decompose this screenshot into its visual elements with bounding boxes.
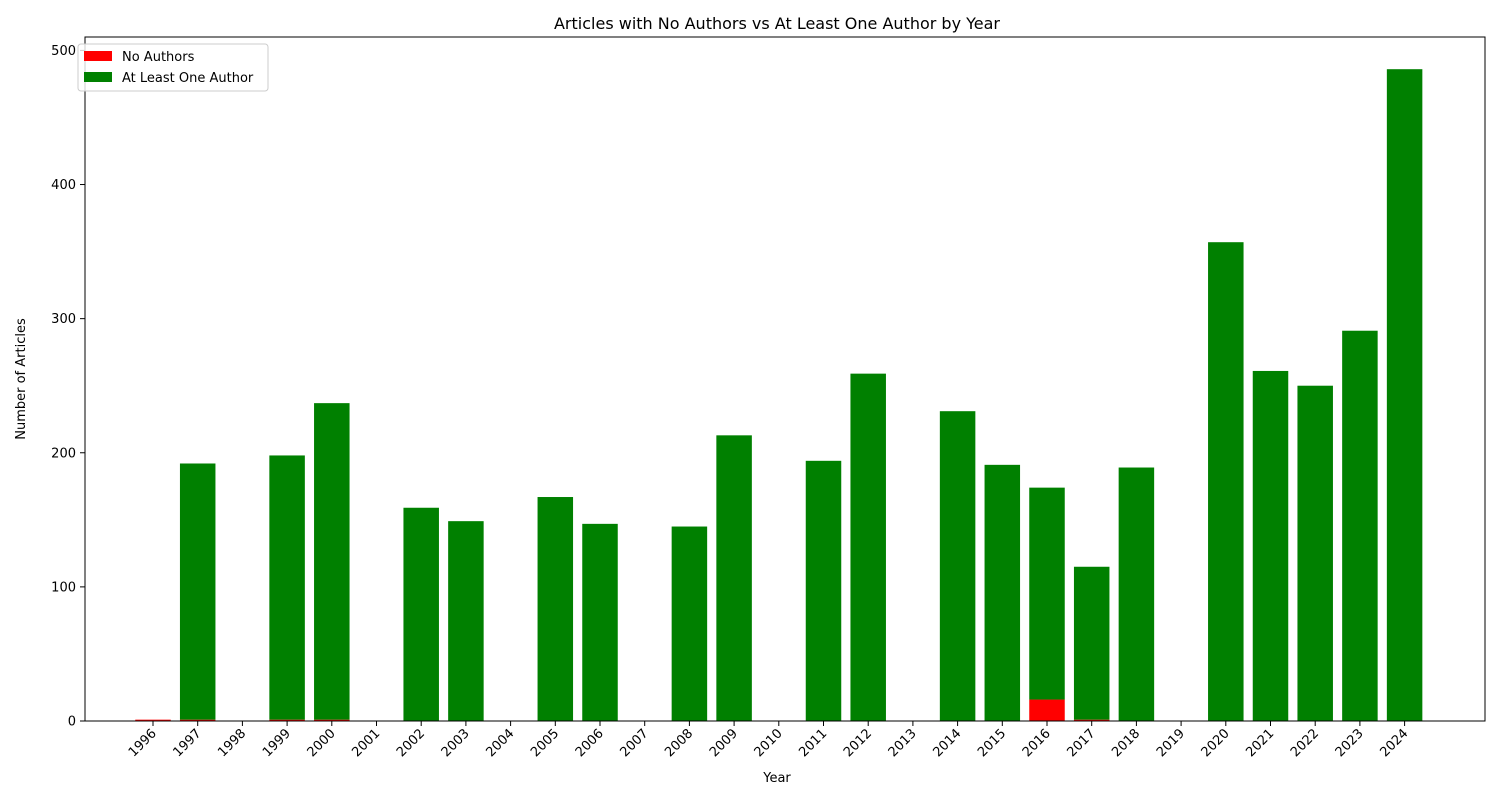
y-tick-label-500: 500 [51,44,76,59]
bar-at-least-one-author-2002 [403,507,439,721]
x-tick-label-1996: 1996 [126,726,160,760]
x-tick-label-2021: 2021 [1243,726,1277,760]
x-tick-label-2003: 2003 [439,726,473,760]
bar-at-least-one-author-1999 [269,455,305,720]
x-tick-label-1998: 1998 [215,726,249,760]
y-tick-label-200: 200 [51,446,76,461]
x-tick-label-1999: 1999 [260,726,294,760]
x-tick-label-2016: 2016 [1020,726,1054,760]
bar-at-least-one-author-2018 [1118,467,1155,721]
bar-at-least-one-author-2005 [537,497,574,721]
x-tick-label-2018: 2018 [1109,726,1143,760]
x-tick-label-2006: 2006 [573,726,607,760]
y-tick-label-0: 0 [68,715,76,730]
legend: No Authors At Least One Author [77,43,269,92]
x-tick-label-2019: 2019 [1154,726,1188,760]
bar-at-least-one-author-2012 [850,373,886,721]
bar-no-authors-1997 [179,719,216,721]
bar-at-least-one-author-2009 [716,435,752,721]
bar-no-authors-1999 [269,719,305,721]
x-tick-label-2004: 2004 [483,726,517,760]
x-tick-label-2014: 2014 [930,726,964,760]
bar-at-least-one-author-2021 [1252,370,1289,721]
bar-at-least-one-author-2022 [1297,385,1333,721]
x-tick-label-1997: 1997 [171,726,205,760]
x-tick-label-2012: 2012 [841,726,875,760]
x-axis-title: Year [762,771,791,786]
x-tick-label-2010: 2010 [752,726,786,760]
x-tick-label-2005: 2005 [528,726,562,760]
chart-title: Articles with No Authors vs At Least One… [554,14,1000,33]
x-tick-label-2023: 2023 [1333,726,1367,760]
legend-box [77,43,269,92]
bar-no-authors-2000 [314,719,350,721]
bar-no-authors-2017 [1073,719,1110,721]
x-tick-label-2024: 2024 [1377,726,1411,760]
bar-no-authors-1996 [135,719,171,721]
bar-at-least-one-author-2008 [671,526,708,721]
x-tick-label-2013: 2013 [886,726,920,760]
bar-at-least-one-author-2003 [448,521,484,721]
legend-swatch-no-authors [84,51,112,61]
bar-at-least-one-author-2014 [939,411,976,721]
x-axis-ticks: 1996 1997 1998 1999 2000 2001 2002 2003 2004 2005… [126,721,1411,760]
bar-at-least-one-author-2011 [805,460,842,721]
y-tick-label-400: 400 [51,178,76,193]
y-tick-label-300: 300 [51,312,76,327]
x-tick-label-2022: 2022 [1288,726,1322,760]
bar-at-least-one-author-2000 [314,403,350,720]
bar-no-authors-2016 [1029,699,1065,721]
bar-at-least-one-author-2020 [1208,242,1244,721]
x-tick-label-2015: 2015 [975,726,1009,760]
bar-at-least-one-author-2006 [582,523,618,721]
x-tick-label-2001: 2001 [349,726,383,760]
bar-at-least-one-author-2023 [1342,330,1378,721]
x-tick-label-2009: 2009 [707,726,741,760]
y-tick-label-100: 100 [51,580,76,595]
bar-at-least-one-author-2015 [984,464,1021,721]
plot-frame [84,36,1486,722]
bar-at-least-one-author-1997 [179,463,216,720]
bar-at-least-one-author-2024 [1386,69,1423,721]
x-tick-label-2017: 2017 [1065,726,1099,760]
x-tick-label-2002: 2002 [394,726,428,760]
bar-at-least-one-author-2017 [1073,566,1110,720]
y-axis-ticks: 0 100 200 300 400 500 [51,44,85,730]
y-axis-title: Number of Articles [14,318,29,440]
x-tick-label-2007: 2007 [618,726,652,760]
bar-at-least-one-author-2016 [1029,487,1065,700]
x-tick-label-2008: 2008 [662,726,696,760]
x-tick-label-2000: 2000 [305,726,339,760]
legend-swatch-at-least-one-author [84,72,112,82]
legend-label-no-authors: No Authors [122,50,195,65]
x-tick-label-2011: 2011 [796,726,830,760]
x-tick-label-2020: 2020 [1199,726,1233,760]
legend-label-at-least-one-author: At Least One Author [122,71,254,86]
bars-group [135,69,1423,721]
